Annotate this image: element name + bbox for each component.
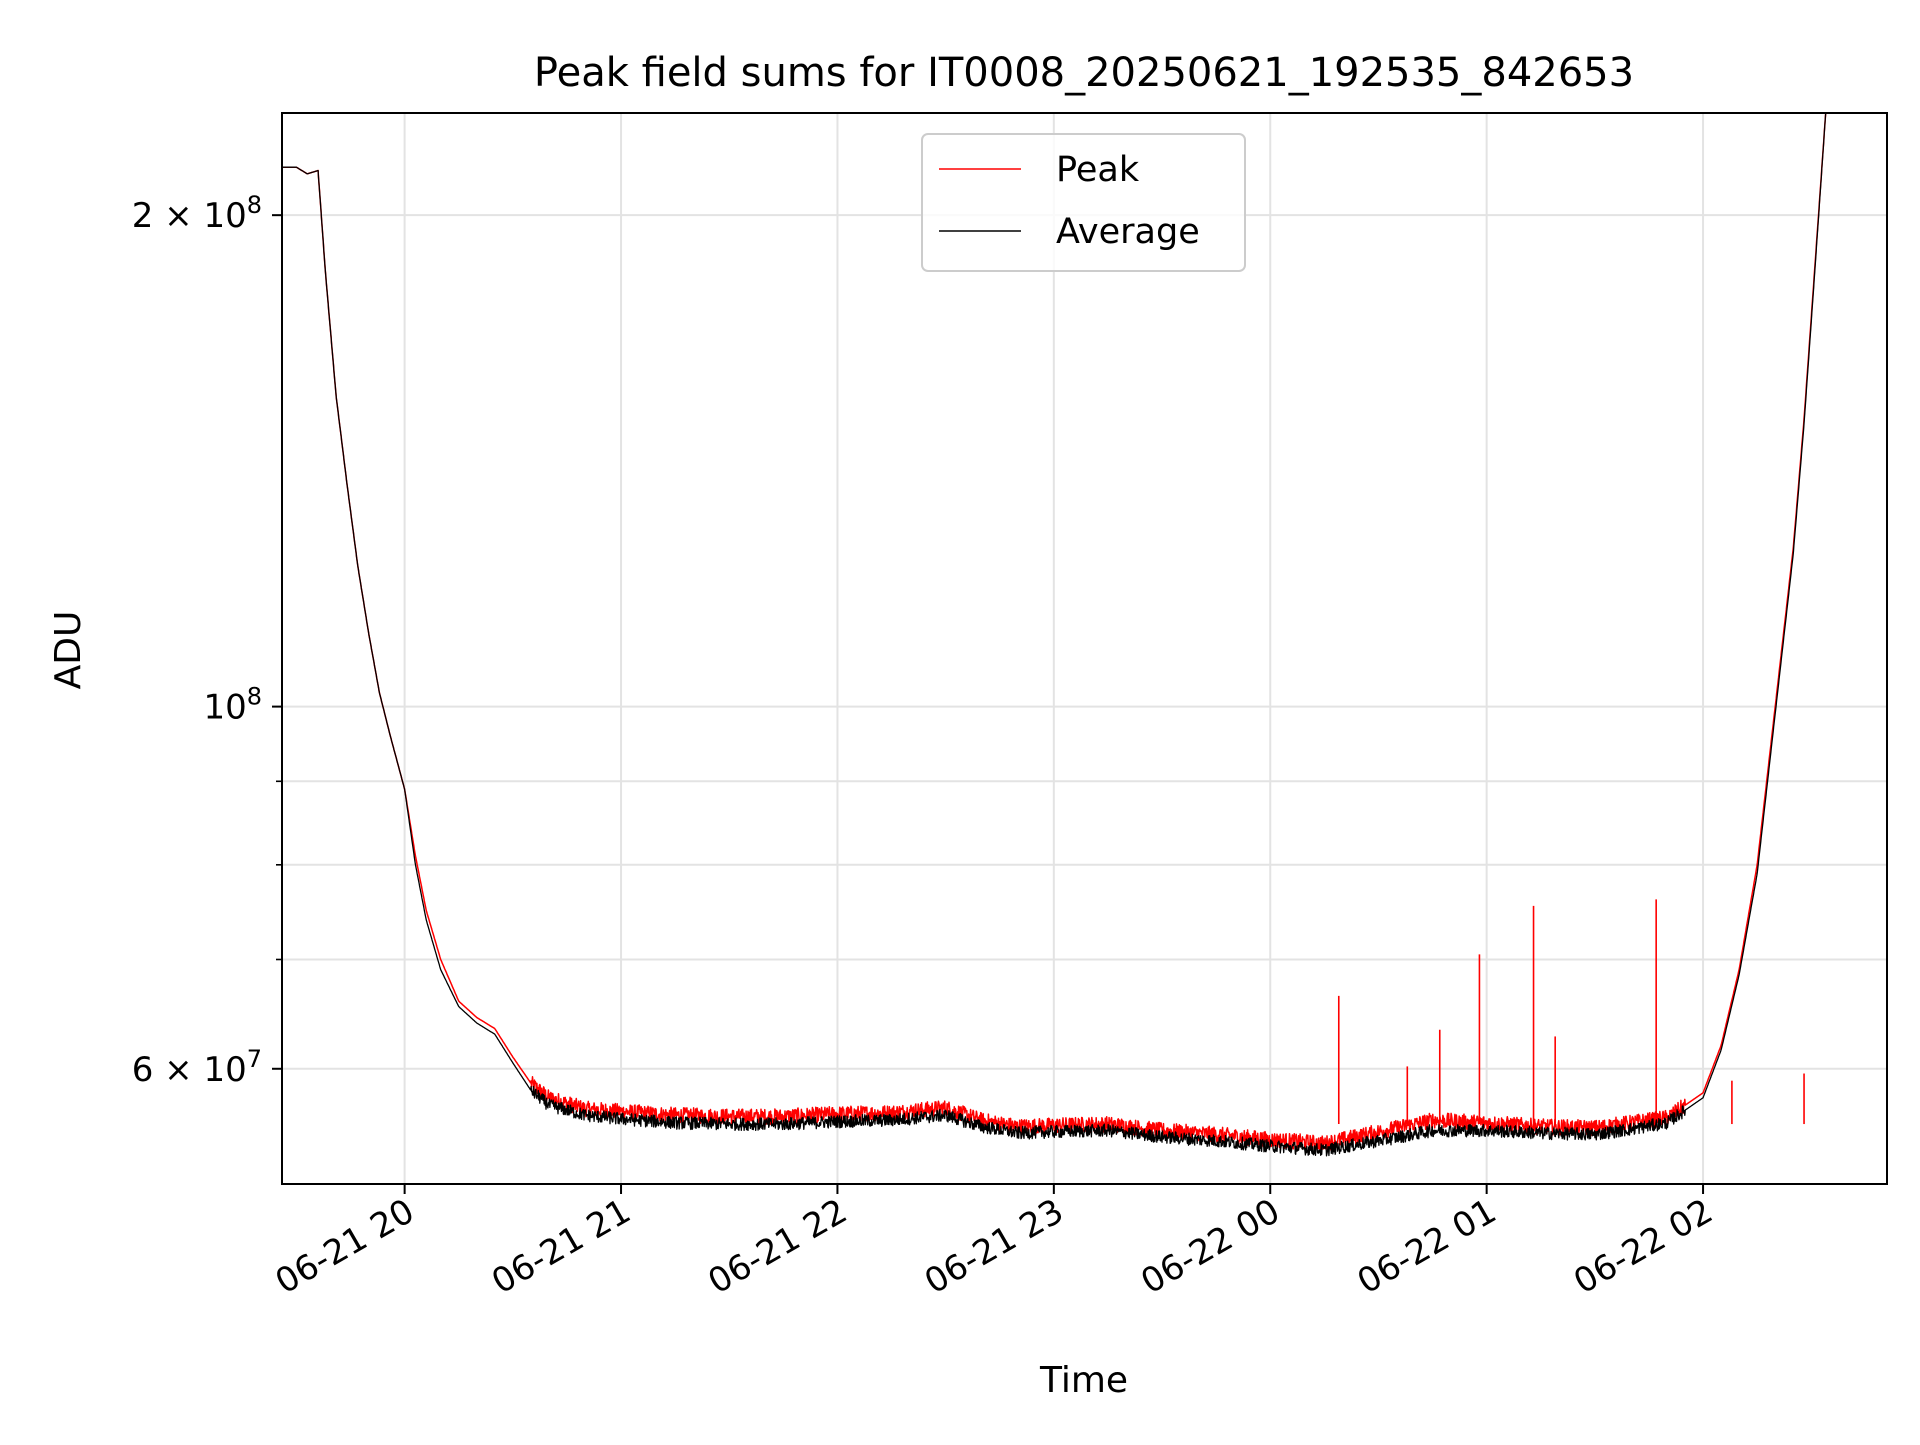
plot-area-frame <box>281 112 1888 1185</box>
x-axis-title: Time <box>1039 1360 1128 1401</box>
series-line-peak <box>282 113 1827 1152</box>
y-tick-label: 2 × 108 <box>132 191 262 236</box>
series-line-average <box>282 113 1827 1157</box>
legend: Peak Average <box>921 133 1246 272</box>
legend-label-peak: Peak <box>1056 150 1140 190</box>
legend-label-average: Average <box>1056 212 1200 252</box>
y-tick-label: 6 × 107 <box>132 1045 262 1090</box>
plot-series <box>282 113 1827 1157</box>
chart-title: Peak field sums for IT0008_20250621_1925… <box>534 50 1634 96</box>
y-axis-title: ADU <box>48 611 89 690</box>
y-tick-label: 108 <box>203 683 262 728</box>
